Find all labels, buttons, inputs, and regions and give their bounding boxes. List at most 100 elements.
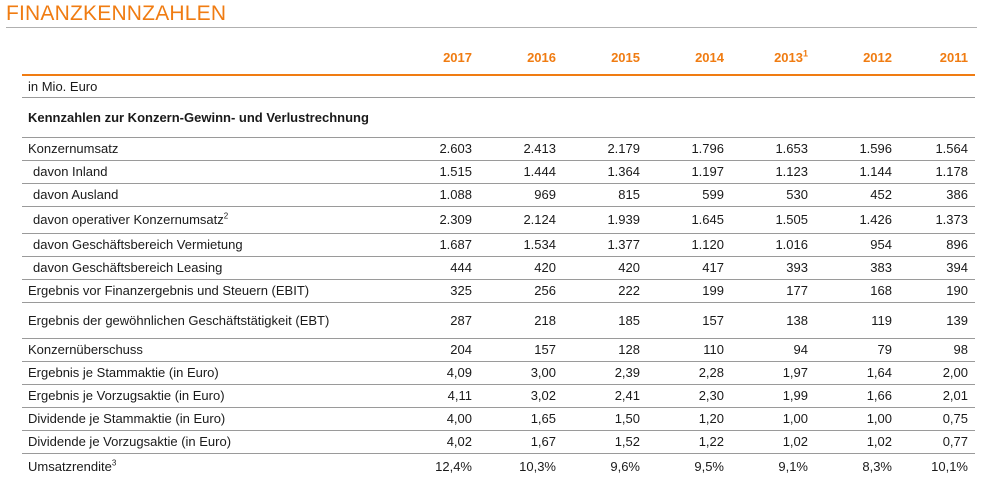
value-cell: 815 xyxy=(563,183,647,207)
row-label: Dividende je Stammaktie (in Euro) xyxy=(22,407,397,431)
row-label: davon Geschäftsbereich Leasing xyxy=(22,256,397,280)
value-cell: 1.939 xyxy=(563,206,647,234)
value-cell: 1.123 xyxy=(731,160,815,184)
value-cell: 256 xyxy=(479,279,563,303)
row-label: Konzernüberschuss xyxy=(22,338,397,362)
value-cell: 1.178 xyxy=(899,160,975,184)
title-divider xyxy=(6,27,977,28)
row-label: Ergebnis der gewöhnlichen Geschäftstätig… xyxy=(22,302,397,339)
value-cell: 1,20 xyxy=(647,407,731,431)
table-row: Ergebnis der gewöhnlichen Geschäftstätig… xyxy=(22,302,975,339)
row-label: Dividende je Vorzugsaktie (in Euro) xyxy=(22,430,397,454)
value-cell: 1,67 xyxy=(479,430,563,454)
year-header-0: 2017 xyxy=(397,40,479,76)
table-row: Konzernüberschuss 204 157 128 110 94 79 98 xyxy=(22,338,975,362)
row-label: davon Geschäftsbereich Vermietung xyxy=(22,233,397,257)
value-cell: 2.309 xyxy=(397,206,479,234)
table-row: Dividende je Vorzugsaktie (in Euro) 4,02 1… xyxy=(22,430,975,454)
year-header-5: 2012 xyxy=(815,40,899,76)
row-label: Ergebnis je Vorzugsaktie (in Euro) xyxy=(22,384,397,408)
section-header: Kennzahlen zur Konzern-Gewinn- und Verlu… xyxy=(22,97,397,138)
value-cell: 8,3% xyxy=(862,458,892,474)
table-row: davon Geschäftsbereich Leasing 444 420 420 4… xyxy=(22,256,975,280)
value-cell: 1,00 xyxy=(815,407,899,431)
value-cell: 2,41 xyxy=(563,384,647,408)
value-cell: 10,1% xyxy=(931,458,968,474)
value-cell: 1.564 xyxy=(899,137,975,161)
value-cell: 1.373 xyxy=(899,206,975,234)
value-cell: 1,22 xyxy=(647,430,731,454)
value-cell: 383 xyxy=(815,256,899,280)
value-cell: 1.377 xyxy=(563,233,647,257)
table-row: Konzernumsatz 2.603 2.413 2.179 1.796 1.653 1.… xyxy=(22,137,975,161)
value-cell: 218 xyxy=(479,302,563,339)
value-cell: 1.426 xyxy=(815,206,899,234)
value-cell: 386 xyxy=(899,183,975,207)
value-cell: 1.534 xyxy=(479,233,563,257)
year-header-1: 2016 xyxy=(479,40,563,76)
page-title: FINANZKENNZAHLEN xyxy=(6,2,227,25)
value-cell: 177 xyxy=(731,279,815,303)
value-cell: 896 xyxy=(899,233,975,257)
value-cell: 969 xyxy=(479,183,563,207)
row-label: davon operativer Konzernumsatz2 xyxy=(22,206,397,234)
value-cell: 1.796 xyxy=(647,137,731,161)
value-cell: 138 xyxy=(731,302,815,339)
value-cell: 420 xyxy=(563,256,647,280)
value-cell: 1,02 xyxy=(815,430,899,454)
value-cell: 1.016 xyxy=(731,233,815,257)
value-cell: 185 xyxy=(563,302,647,339)
footnote-marker: 1 xyxy=(802,48,808,59)
footnote-marker: 3 xyxy=(111,458,117,468)
value-cell: 2.413 xyxy=(479,137,563,161)
unit-label: in Mio. Euro xyxy=(22,75,397,98)
value-cell: 1.653 xyxy=(731,137,815,161)
value-cell: 1,50 xyxy=(563,407,647,431)
value-cell: 222 xyxy=(563,279,647,303)
table-row: davon Geschäftsbereich Vermietung 1.687 1.… xyxy=(22,233,975,257)
value-cell: 1.687 xyxy=(397,233,479,257)
value-cell: 9,1% xyxy=(778,458,808,474)
value-cell: 444 xyxy=(397,256,479,280)
value-cell: 4,11 xyxy=(397,384,479,408)
row-label: Ergebnis vor Finanzergebnis und Steuern … xyxy=(22,279,397,303)
value-cell: 9,5% xyxy=(694,458,724,474)
value-cell: 190 xyxy=(899,279,975,303)
value-cell: 1,65 xyxy=(479,407,563,431)
value-cell: 4,09 xyxy=(397,361,479,385)
value-cell: 98 xyxy=(899,338,975,362)
financial-table: 2017 2016 2015 2014 20131 2012 2011 in Mio. Eu… xyxy=(22,40,975,479)
value-cell: 393 xyxy=(731,256,815,280)
value-cell: 139 xyxy=(899,302,975,339)
value-cell: 287 xyxy=(397,302,479,339)
value-cell: 530 xyxy=(731,183,815,207)
row-label: davon Ausland xyxy=(22,183,397,207)
year-header-2: 2015 xyxy=(563,40,647,76)
row-label: Umsatzrendite3 xyxy=(28,458,117,474)
table-row: Dividende je Stammaktie (in Euro) 4,00 1,6… xyxy=(22,407,975,431)
value-cell: 3,02 xyxy=(479,384,563,408)
table-body: in Mio. Euro Kennzahlen zur Konzern-Gewi… xyxy=(22,75,975,479)
value-cell: 394 xyxy=(899,256,975,280)
row-label: Konzernumsatz xyxy=(22,137,397,161)
table-row: davon operativer Konzernumsatz2 2.309 2.12… xyxy=(22,206,975,234)
value-cell: 119 xyxy=(815,302,899,339)
value-cell: 10,3% xyxy=(519,458,556,474)
value-cell: 417 xyxy=(647,256,731,280)
value-cell: 1,99 xyxy=(731,384,815,408)
value-cell: 2,39 xyxy=(563,361,647,385)
value-cell: 0,75 xyxy=(899,407,975,431)
value-cell: 3,00 xyxy=(479,361,563,385)
value-cell: 1,00 xyxy=(731,407,815,431)
year-header-row: 2017 2016 2015 2014 20131 2012 2011 xyxy=(22,40,975,76)
year-header-6: 2011 xyxy=(899,40,975,76)
footnote-marker: 2 xyxy=(223,211,229,221)
table-row: Ergebnis vor Finanzergebnis und Steuern … xyxy=(22,279,975,303)
value-cell: 2,00 xyxy=(899,361,975,385)
value-cell: 204 xyxy=(397,338,479,362)
value-cell: 1.645 xyxy=(647,206,731,234)
value-cell: 199 xyxy=(647,279,731,303)
value-cell: 2,28 xyxy=(647,361,731,385)
value-cell: 2,01 xyxy=(899,384,975,408)
table-row: davon Inland 1.515 1.444 1.364 1.197 1.123 1.1… xyxy=(22,160,975,184)
